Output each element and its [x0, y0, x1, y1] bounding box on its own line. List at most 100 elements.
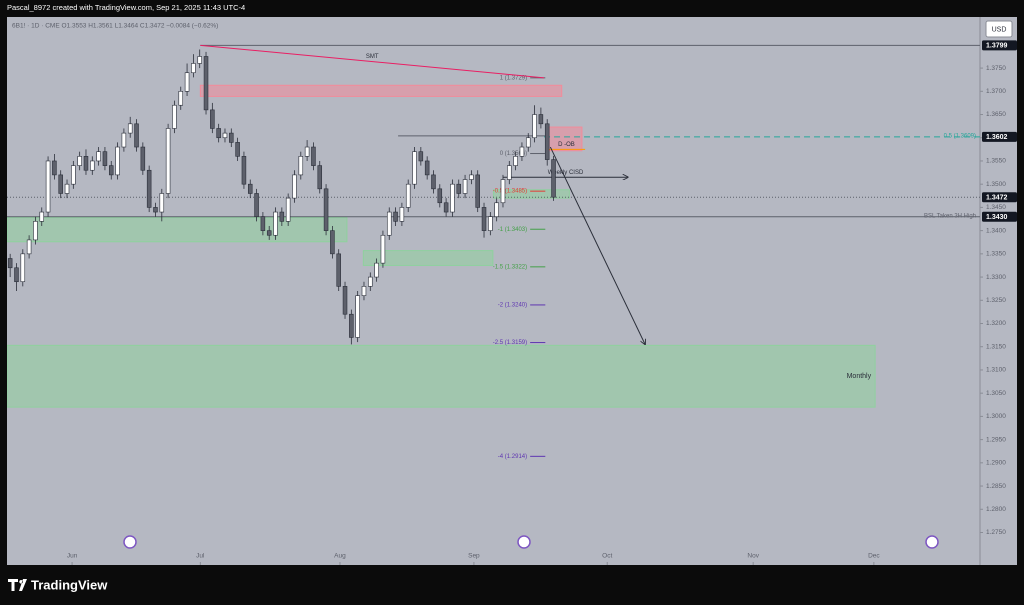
candle-body: [412, 151, 417, 185]
price-label: 1.3472: [986, 195, 1008, 202]
candle-body: [216, 128, 221, 139]
icon[interactable]: [925, 535, 939, 549]
candle-body: [260, 216, 266, 231]
zone: [493, 189, 570, 199]
icon[interactable]: [517, 535, 531, 549]
plot: Monthly 0.5 (1.3609) BSL Taken 3H High 1 (1…: [7, 44, 980, 460]
candle-body: [418, 151, 424, 162]
drawing-label: SMT: [366, 54, 379, 60]
candle-body: [26, 239, 32, 255]
fib-label: -1.5 (1.3322): [493, 264, 527, 270]
candle-body: [525, 137, 531, 148]
x-tick-label: Aug: [334, 553, 346, 560]
candle-body: [108, 165, 114, 176]
currency-button[interactable]: [985, 20, 1013, 38]
candle-body: [83, 156, 89, 171]
candle-body: [210, 109, 215, 129]
drawing: [200, 44, 545, 79]
candle-body: [304, 146, 310, 157]
y-tick-label: 1.3750: [986, 65, 1006, 72]
fib-label: -4 (1.2914): [498, 454, 527, 460]
fib-label: -0.5 (1.3485): [493, 189, 527, 195]
candle-body: [544, 123, 550, 160]
fib-label: 1 (1.3729): [500, 75, 527, 81]
y-tick-label: 1.3300: [986, 274, 1006, 281]
candle-body: [424, 160, 430, 176]
candle-body: [33, 221, 38, 241]
currency: USD: [992, 26, 1007, 33]
candle-body: [191, 63, 196, 74]
candle-body: [374, 262, 379, 278]
candle-body: [45, 160, 51, 213]
y-tick-label: 1.3550: [986, 158, 1006, 165]
candle-body: [235, 142, 240, 157]
y-tick-label: 1.3150: [986, 343, 1006, 350]
zone: [199, 84, 563, 97]
candle-body: [7, 258, 13, 269]
candle-body: [361, 286, 367, 296]
candle-body: [172, 104, 177, 129]
candle-body: [247, 183, 253, 194]
candle-body: [507, 165, 512, 180]
price-label-box: [982, 131, 1017, 142]
fib-label: -2.5 (1.3159): [493, 340, 527, 346]
candle-body: [450, 183, 455, 213]
drawing-label: D -OB: [558, 142, 575, 148]
y-tick-label: 1.3250: [986, 297, 1006, 304]
replay-icons: [123, 535, 939, 549]
logo: TradingView: [8, 577, 108, 592]
candle-body: [513, 156, 518, 166]
candle-body: [456, 183, 462, 194]
y-tick-label: 1.3450: [986, 204, 1006, 211]
candle-body: [121, 132, 127, 148]
candle-body: [431, 174, 436, 190]
fib-label: 0 (1.3566): [500, 151, 527, 157]
axes: 1.2750 1.2800 1.2850 1.2900 1.2950 1.3000 1.30…: [67, 40, 1017, 565]
candle-body: [551, 159, 556, 198]
y-tick-label: 1.3100: [986, 367, 1006, 374]
candle-body: [342, 286, 348, 315]
y-tick-label: 1.2850: [986, 483, 1006, 490]
candle-body: [488, 216, 493, 231]
y-tick-label: 1.3400: [986, 227, 1006, 234]
candle-body: [279, 211, 285, 222]
candle-body: [159, 193, 165, 213]
zone: [362, 250, 494, 266]
candle-body: [311, 146, 316, 166]
icon[interactable]: [123, 535, 137, 549]
level-label: 0.5 (1.3609): [944, 133, 976, 139]
candle-body: [519, 146, 525, 157]
price-label: 1.3602: [986, 134, 1008, 141]
candle-body: [14, 267, 19, 283]
price-label: 1.3799: [986, 43, 1008, 50]
candle-body: [197, 56, 202, 64]
x-tick-label: Oct: [602, 553, 612, 560]
candle-body: [90, 160, 95, 171]
candle-body: [178, 91, 184, 106]
y-tick-label: 1.2750: [986, 529, 1006, 536]
y-tick-label: 1.3500: [986, 181, 1006, 188]
price-label-box: [982, 192, 1017, 203]
candle-body: [20, 253, 26, 283]
candle-body: [500, 179, 506, 204]
x-tick-label: Jun: [67, 553, 78, 560]
candle-body: [102, 151, 108, 166]
x-tick-label: Nov: [747, 553, 759, 560]
y-tick-label: 1.3650: [986, 111, 1006, 118]
candle-body: [77, 156, 82, 166]
drawing: [549, 146, 645, 344]
legend: 6B1! · 1D · CME O1.3553 H1.3561 L1.3464 …: [12, 23, 218, 30]
candle-body: [222, 132, 228, 139]
y-tick-label: 1.2900: [986, 460, 1006, 467]
header: Pascal_8972 created with TradingView.com…: [7, 3, 245, 12]
candle-body: [96, 151, 101, 162]
candle-body: [39, 211, 45, 222]
x-tick-label: Jul: [196, 553, 205, 560]
candle-body: [203, 56, 209, 111]
candle-body: [349, 313, 354, 338]
candle-body: [153, 207, 158, 213]
fib-label: -1 (1.3403): [498, 227, 527, 233]
candle-body: [165, 128, 171, 194]
